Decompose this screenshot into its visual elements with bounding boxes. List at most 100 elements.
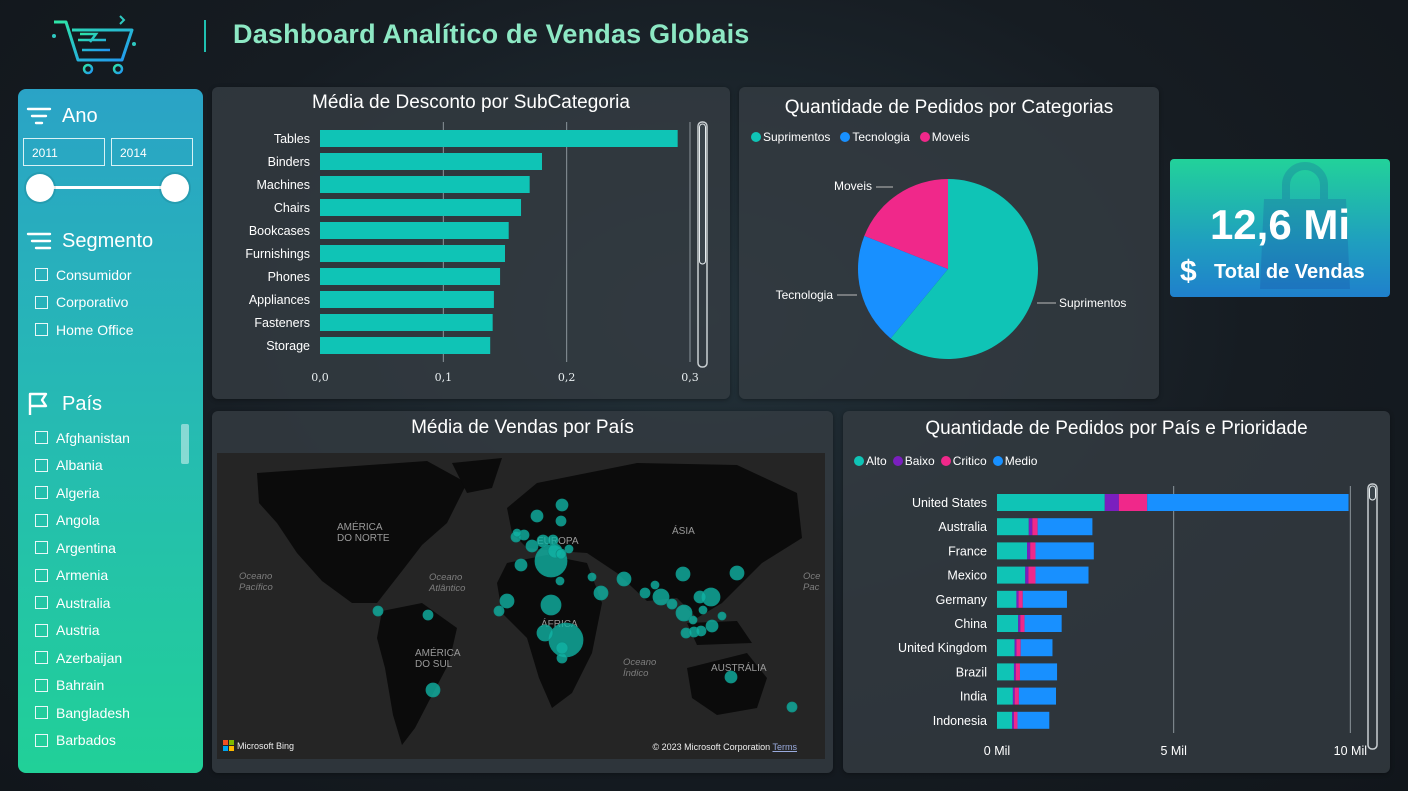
- sales-bubble[interactable]: [724, 670, 738, 684]
- country-option[interactable]: Albania: [35, 452, 130, 480]
- sales-bubble[interactable]: [698, 605, 708, 615]
- legend-item[interactable]: Critico: [940, 454, 987, 468]
- priority-chart-scroll-thumb[interactable]: [1369, 485, 1376, 501]
- priority-bar-segment[interactable]: [1018, 615, 1021, 632]
- priority-bar-segment[interactable]: [1015, 663, 1020, 681]
- checkbox[interactable]: [35, 431, 48, 445]
- legend-item[interactable]: Suprimentos: [751, 130, 830, 144]
- year-to-input[interactable]: 2014: [111, 138, 193, 166]
- sales-bubble[interactable]: [639, 587, 651, 599]
- sales-bubble[interactable]: [675, 566, 691, 582]
- priority-bar-segment[interactable]: [1037, 518, 1093, 536]
- year-slider-end-handle[interactable]: [161, 174, 189, 202]
- sales-bubble[interactable]: [688, 615, 698, 625]
- sales-bubble[interactable]: [695, 625, 707, 637]
- sales-bubble[interactable]: [514, 558, 528, 572]
- country-option[interactable]: Armenia: [35, 562, 130, 590]
- priority-bar-segment[interactable]: [997, 615, 1019, 632]
- country-option[interactable]: Argentina: [35, 534, 130, 562]
- sales-bubble[interactable]: [593, 585, 609, 601]
- discount-chart-scroll-thumb[interactable]: [699, 123, 706, 265]
- sales-bubble[interactable]: [425, 682, 441, 698]
- segment-option[interactable]: Corporativo: [35, 289, 134, 317]
- priority-bar-segment[interactable]: [1028, 518, 1033, 536]
- legend-item[interactable]: Medio: [992, 454, 1037, 468]
- priority-bar-segment[interactable]: [1018, 687, 1057, 705]
- country-option[interactable]: Austria: [35, 617, 130, 645]
- country-option[interactable]: Australia: [35, 589, 130, 617]
- priority-bar-segment[interactable]: [1012, 711, 1014, 729]
- legend-item[interactable]: Moveis: [919, 130, 970, 144]
- priority-bar-segment[interactable]: [997, 639, 1015, 657]
- sales-bubble[interactable]: [650, 580, 660, 590]
- sales-bubble[interactable]: [616, 571, 632, 587]
- pie-slice[interactable]: [890, 179, 1038, 359]
- checkbox[interactable]: [35, 733, 48, 747]
- sales-bubble[interactable]: [499, 593, 515, 609]
- checkbox[interactable]: [35, 678, 48, 692]
- priority-bar-segment[interactable]: [1016, 590, 1019, 608]
- discount-bar[interactable]: [320, 222, 509, 239]
- country-option[interactable]: Bangladesh: [35, 699, 130, 727]
- sales-bubble[interactable]: [512, 528, 522, 538]
- checkbox[interactable]: [35, 513, 48, 527]
- discount-bar[interactable]: [320, 153, 542, 170]
- priority-bar-segment[interactable]: [997, 542, 1028, 560]
- priority-bar-segment[interactable]: [997, 711, 1013, 729]
- map-terms-link[interactable]: Terms: [772, 742, 798, 752]
- priority-bar-segment[interactable]: [1013, 711, 1018, 729]
- checkbox[interactable]: [35, 295, 48, 309]
- discount-bar[interactable]: [320, 176, 530, 193]
- sales-bubble[interactable]: [555, 576, 565, 586]
- country-option[interactable]: Angola: [35, 507, 130, 535]
- pie-slice[interactable]: [864, 179, 948, 269]
- sales-bubble[interactable]: [540, 594, 562, 616]
- sales-bubble[interactable]: [717, 611, 727, 621]
- priority-bar-segment[interactable]: [1014, 639, 1017, 657]
- priority-bar-segment[interactable]: [1022, 590, 1067, 608]
- sales-bubble[interactable]: [493, 605, 505, 617]
- year-slider-start-handle[interactable]: [26, 174, 54, 202]
- sales-bubble[interactable]: [675, 604, 693, 622]
- priority-bar-segment[interactable]: [1147, 494, 1349, 511]
- sales-bubble[interactable]: [556, 652, 568, 664]
- sales-bubble[interactable]: [530, 509, 544, 523]
- priority-bar-segment[interactable]: [997, 494, 1105, 511]
- sales-bubble[interactable]: [786, 701, 798, 713]
- checkbox[interactable]: [35, 706, 48, 720]
- sales-bubble[interactable]: [555, 548, 567, 560]
- priority-bar-segment[interactable]: [1014, 687, 1019, 705]
- discount-bar[interactable]: [320, 130, 678, 147]
- segment-option[interactable]: Home Office: [35, 316, 134, 344]
- checkbox[interactable]: [35, 651, 48, 665]
- discount-bar[interactable]: [320, 268, 501, 285]
- sales-bubble[interactable]: [666, 598, 678, 610]
- checkbox[interactable]: [35, 323, 48, 337]
- priority-bar-segment[interactable]: [1019, 663, 1058, 681]
- priority-bar-segment[interactable]: [1035, 566, 1089, 584]
- sales-bubble[interactable]: [705, 619, 719, 633]
- checkbox[interactable]: [35, 623, 48, 637]
- sales-bubble[interactable]: [652, 588, 670, 606]
- year-slider-track[interactable]: [40, 186, 175, 189]
- priority-bar-segment[interactable]: [1020, 639, 1053, 657]
- priority-bar-segment[interactable]: [1035, 542, 1094, 560]
- year-from-input[interactable]: 2011: [23, 138, 105, 166]
- priority-bar-segment[interactable]: [1032, 518, 1038, 536]
- checkbox[interactable]: [35, 268, 48, 282]
- country-option[interactable]: Barbados: [35, 727, 130, 755]
- country-option[interactable]: Afghanistan: [35, 424, 130, 452]
- country-option[interactable]: Azerbaijan: [35, 644, 130, 672]
- sales-bubble[interactable]: [564, 544, 574, 554]
- sales-bubble[interactable]: [536, 624, 554, 642]
- priority-bar-segment[interactable]: [997, 590, 1017, 608]
- priority-bar-segment[interactable]: [997, 687, 1013, 705]
- pie-slice[interactable]: [858, 235, 948, 339]
- discount-bar[interactable]: [320, 245, 505, 262]
- checkbox[interactable]: [35, 541, 48, 555]
- sales-bubble[interactable]: [372, 605, 384, 617]
- priority-bar-segment[interactable]: [1104, 494, 1119, 511]
- discount-bar[interactable]: [320, 291, 494, 308]
- priority-bar-segment[interactable]: [997, 663, 1014, 681]
